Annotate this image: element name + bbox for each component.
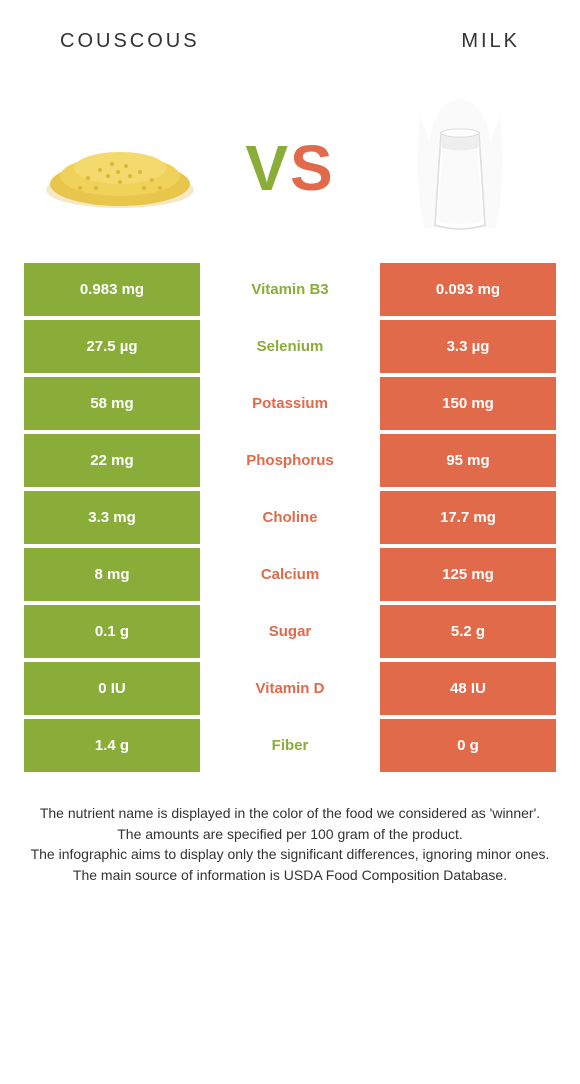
- nutrient-label: Vitamin B3: [200, 263, 380, 316]
- hero-row: VS: [0, 63, 580, 263]
- footer-notes: The nutrient name is displayed in the co…: [0, 776, 580, 885]
- table-row: 0.983 mgVitamin B30.093 mg: [24, 263, 556, 316]
- right-value: 48 IU: [380, 662, 556, 715]
- footer-line: The infographic aims to display only the…: [18, 845, 562, 865]
- left-value: 0.983 mg: [24, 263, 200, 316]
- table-row: 3.3 mgCholine17.7 mg: [24, 491, 556, 544]
- table-row: 0 IUVitamin D48 IU: [24, 662, 556, 715]
- header-left-label: COUSCOUS: [60, 30, 200, 53]
- nutrient-label: Vitamin D: [200, 662, 380, 715]
- nutrient-label: Sugar: [200, 605, 380, 658]
- couscous-icon: [40, 103, 200, 233]
- nutrient-label: Phosphorus: [200, 434, 380, 487]
- table-row: 58 mgPotassium150 mg: [24, 377, 556, 430]
- vs-s: S: [290, 132, 335, 204]
- left-value: 0 IU: [24, 662, 200, 715]
- right-value: 125 mg: [380, 548, 556, 601]
- right-value: 150 mg: [380, 377, 556, 430]
- table-row: 8 mgCalcium125 mg: [24, 548, 556, 601]
- footer-line: The main source of information is USDA F…: [18, 866, 562, 886]
- right-value: 0.093 mg: [380, 263, 556, 316]
- left-value: 22 mg: [24, 434, 200, 487]
- vs-v: V: [245, 132, 290, 204]
- right-value: 95 mg: [380, 434, 556, 487]
- nutrient-label: Choline: [200, 491, 380, 544]
- nutrient-table: 0.983 mgVitamin B30.093 mg27.5 µgSeleniu…: [0, 263, 580, 772]
- left-value: 3.3 mg: [24, 491, 200, 544]
- table-row: 27.5 µgSelenium3.3 µg: [24, 320, 556, 373]
- nutrient-label: Fiber: [200, 719, 380, 772]
- header: COUSCOUS MILK: [0, 0, 580, 63]
- nutrient-label: Selenium: [200, 320, 380, 373]
- table-row: 0.1 gSugar5.2 g: [24, 605, 556, 658]
- vs-label: VS: [245, 131, 334, 205]
- left-value: 8 mg: [24, 548, 200, 601]
- footer-line: The amounts are specified per 100 gram o…: [18, 825, 562, 845]
- right-value: 3.3 µg: [380, 320, 556, 373]
- header-right-label: MILK: [461, 30, 520, 53]
- left-value: 58 mg: [24, 377, 200, 430]
- nutrient-label: Potassium: [200, 377, 380, 430]
- right-value: 5.2 g: [380, 605, 556, 658]
- nutrient-label: Calcium: [200, 548, 380, 601]
- right-value: 0 g: [380, 719, 556, 772]
- table-row: 22 mgPhosphorus95 mg: [24, 434, 556, 487]
- left-value: 1.4 g: [24, 719, 200, 772]
- milk-icon: [380, 103, 540, 233]
- left-value: 0.1 g: [24, 605, 200, 658]
- right-value: 17.7 mg: [380, 491, 556, 544]
- table-row: 1.4 gFiber0 g: [24, 719, 556, 772]
- footer-line: The nutrient name is displayed in the co…: [18, 804, 562, 824]
- left-value: 27.5 µg: [24, 320, 200, 373]
